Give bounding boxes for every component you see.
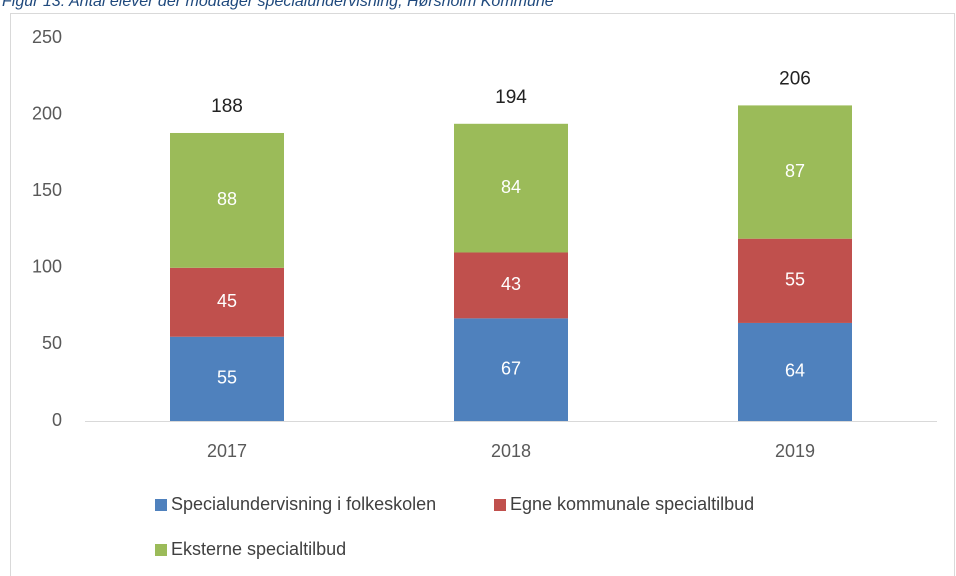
- bar-segment: [170, 336, 284, 421]
- data-label: 64: [785, 361, 805, 381]
- y-tick-label: 150: [32, 180, 62, 200]
- x-tick-label: 2017: [207, 441, 247, 461]
- data-label: 45: [217, 291, 237, 311]
- bar-segment: [454, 318, 568, 421]
- y-tick-label: 50: [42, 333, 62, 353]
- data-label: 84: [501, 177, 521, 197]
- chart-title: Figur 13: Antal elever der modtager spec…: [2, 0, 554, 10]
- data-label: 88: [217, 189, 237, 209]
- y-tick-label: 200: [32, 103, 62, 123]
- data-label: 67: [501, 358, 521, 378]
- legend-swatch: [155, 544, 167, 556]
- legend-label: Specialundervisning i folkeskolen: [171, 494, 436, 514]
- data-label: 55: [785, 270, 805, 290]
- legend-swatch: [494, 499, 506, 511]
- x-tick-label: 2018: [491, 441, 531, 461]
- bar-segment: [738, 105, 852, 239]
- total-label: 206: [779, 68, 811, 89]
- x-tick-label: 2019: [775, 441, 815, 461]
- bar-segment: [454, 123, 568, 253]
- bar-segment: [738, 238, 852, 323]
- y-tick-label: 100: [32, 257, 62, 277]
- data-label: 55: [217, 368, 237, 388]
- legend-swatch: [155, 499, 167, 511]
- data-label: 43: [501, 274, 521, 294]
- bar-segment: [170, 267, 284, 337]
- total-label: 188: [211, 96, 243, 117]
- legend-label: Egne kommunale specialtilbud: [510, 494, 754, 514]
- data-label: 87: [785, 161, 805, 181]
- bar-segment: [170, 132, 284, 268]
- y-tick-label: 250: [32, 27, 62, 47]
- chart-border: [10, 13, 955, 576]
- legend-label: Eksterne specialtilbud: [171, 539, 346, 559]
- bar-segment: [738, 322, 852, 421]
- y-tick-label: 0: [52, 410, 62, 430]
- total-label: 194: [495, 87, 527, 108]
- bar-segment: [454, 252, 568, 319]
